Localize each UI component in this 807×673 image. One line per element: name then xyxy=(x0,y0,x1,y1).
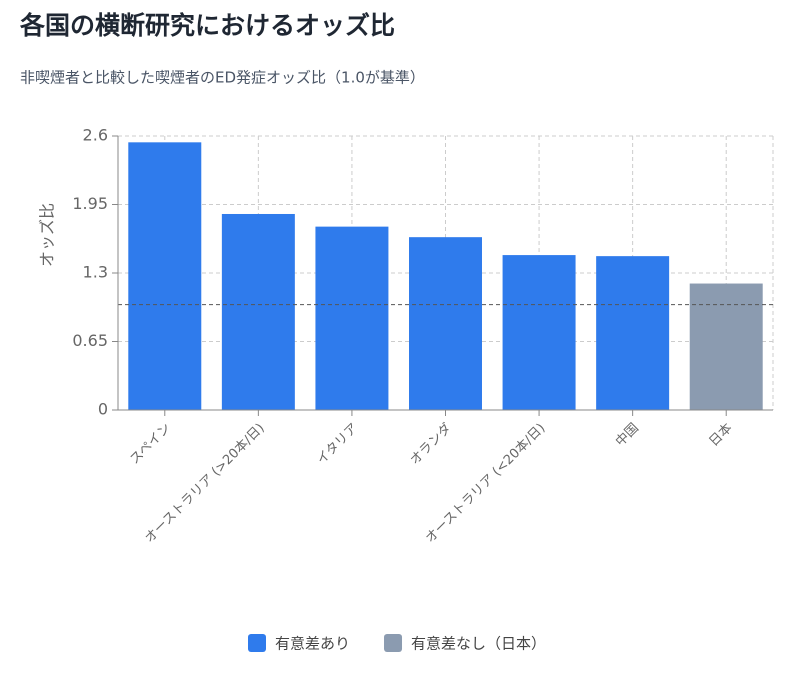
bar xyxy=(689,283,763,410)
bar xyxy=(128,142,202,411)
y-tick-label: 0.65 xyxy=(72,331,108,350)
chart-title: 各国の横断研究におけるオッズ比 xyxy=(19,11,395,40)
legend-swatch xyxy=(248,634,266,652)
bar xyxy=(221,213,295,410)
x-tick-label: スペイン xyxy=(127,421,174,468)
y-tick-label: 0 xyxy=(98,400,108,419)
x-tick-label: イタリア xyxy=(314,421,361,468)
y-axis-label: オッズ比 xyxy=(38,203,57,267)
legend-label: 有意差なし（日本） xyxy=(411,635,546,653)
x-tick-label: 中国 xyxy=(613,421,642,450)
bar xyxy=(409,237,482,410)
bar xyxy=(596,256,670,410)
chart-subtitle: 非喫煙者と比較した喫煙者のED発症オッズ比（1.0が基準） xyxy=(20,69,425,87)
y-tick-label: 1.95 xyxy=(72,194,108,213)
x-tick-label: 日本 xyxy=(707,421,736,450)
y-tick-label: 2.6 xyxy=(83,126,108,145)
bar xyxy=(502,255,576,410)
y-tick-label: 1.3 xyxy=(83,263,108,282)
bar xyxy=(315,226,389,410)
legend-swatch xyxy=(384,634,403,652)
legend-label: 有意差あり xyxy=(275,635,350,653)
x-tick-label: オランダ xyxy=(407,421,454,468)
